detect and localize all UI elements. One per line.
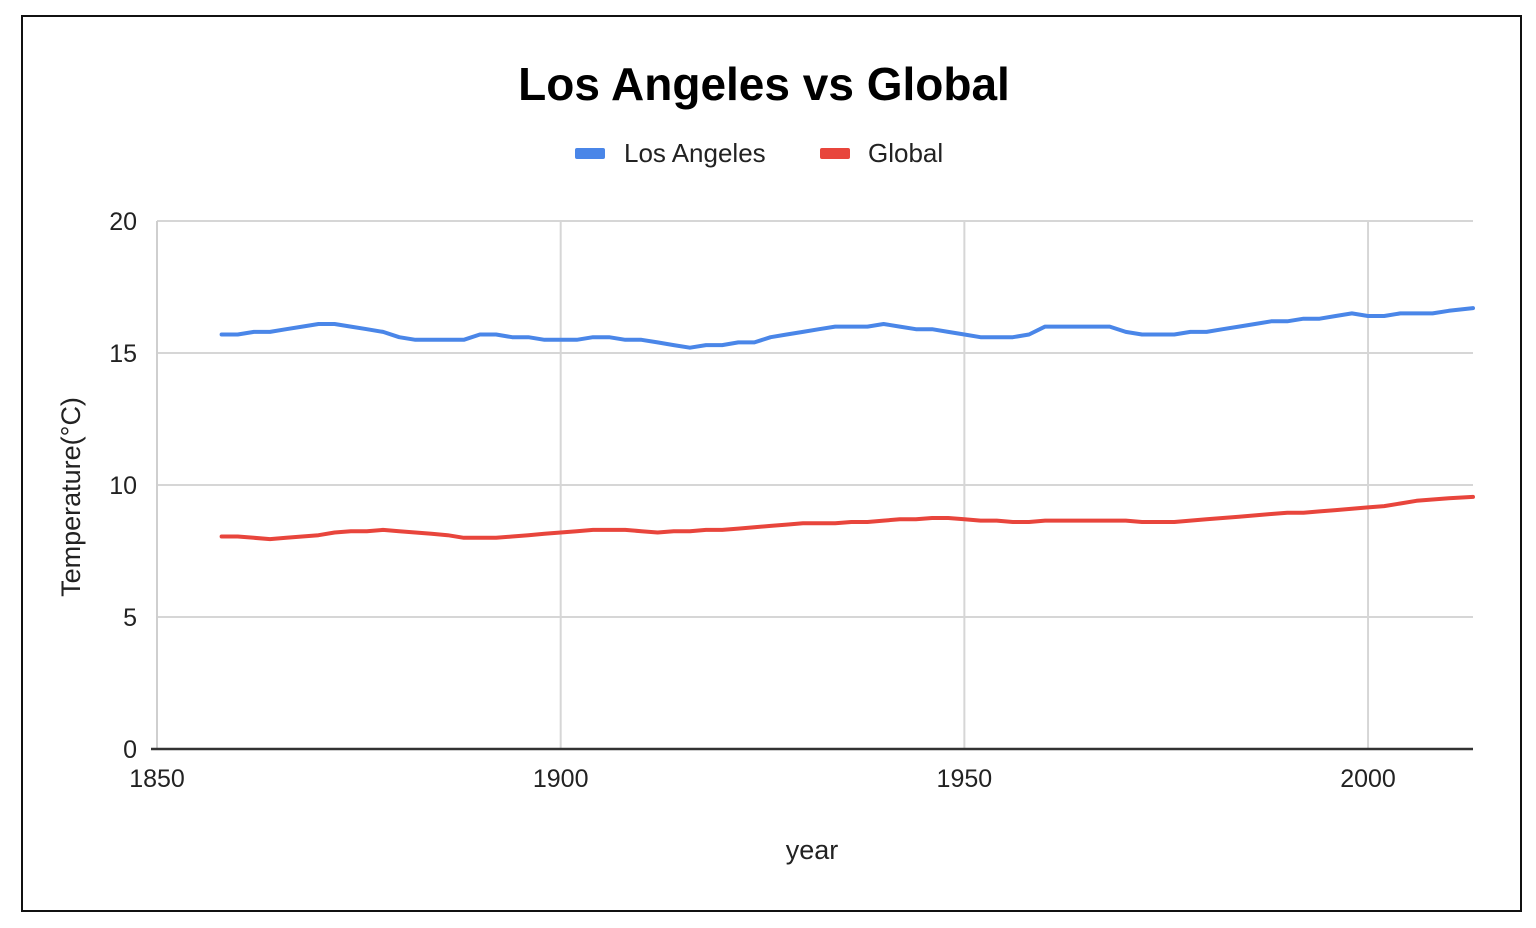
series-lines bbox=[219, 306, 1475, 542]
legend-swatch-global bbox=[820, 148, 850, 159]
legend-label-los-angeles: Los Angeles bbox=[624, 138, 766, 168]
chart-frame bbox=[21, 15, 1522, 912]
y-tick-label-20: 20 bbox=[109, 208, 137, 236]
y-tick-label-0: 0 bbox=[123, 736, 137, 764]
x-tick-label-1950: 1950 bbox=[937, 765, 993, 793]
legend-label-global: Global bbox=[868, 138, 943, 168]
series-line-global[interactable] bbox=[219, 494, 1475, 542]
y-tick-label-10: 10 bbox=[109, 472, 137, 500]
series-line-los-angeles[interactable] bbox=[219, 306, 1475, 350]
legend-item-global[interactable]: Global bbox=[820, 138, 943, 168]
axes bbox=[151, 221, 1473, 751]
legend-item-los-angeles[interactable]: Los Angeles bbox=[575, 138, 766, 168]
x-tick-labels: 1850 1900 1950 2000 bbox=[129, 765, 1396, 793]
legend: Los Angeles Global bbox=[575, 138, 943, 168]
y-tick-label-15: 15 bbox=[109, 340, 137, 368]
y-tick-labels: 0 5 10 15 20 bbox=[109, 208, 137, 764]
x-axis-label: year bbox=[786, 835, 839, 865]
x-tick-label-1850: 1850 bbox=[129, 765, 185, 793]
x-tick-label-1900: 1900 bbox=[533, 765, 589, 793]
y-tick-label-5: 5 bbox=[123, 604, 137, 632]
gridlines bbox=[157, 220, 1473, 749]
legend-swatch-los-angeles bbox=[575, 148, 605, 159]
x-tick-label-2000: 2000 bbox=[1340, 765, 1396, 793]
y-axis-label: Temperature(°C) bbox=[56, 397, 86, 597]
chart-title: Los Angeles vs Global bbox=[518, 58, 1010, 110]
